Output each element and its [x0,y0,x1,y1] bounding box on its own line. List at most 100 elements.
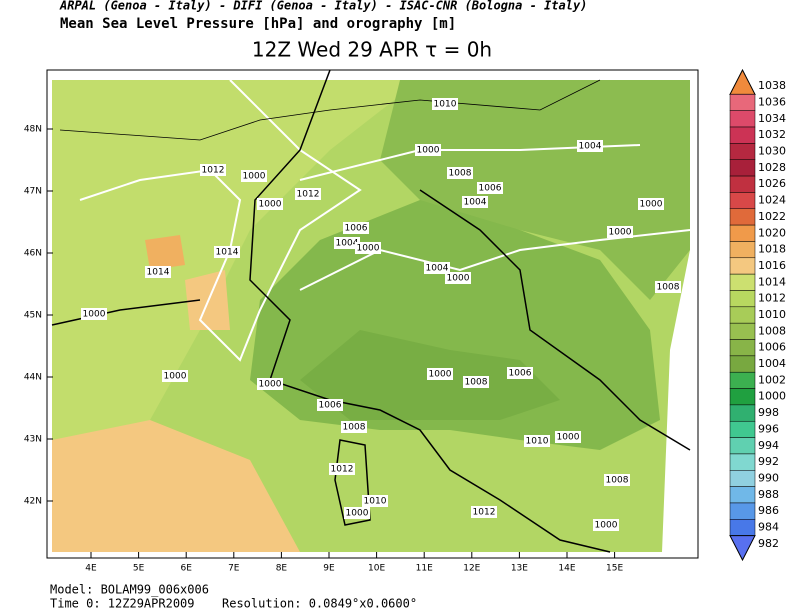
colorbar-swatch [729,208,756,226]
colorbar-swatch [729,322,756,340]
lon-label: 10E [368,564,385,574]
colorbar-label: 984 [758,520,779,533]
footer-resolution: Resolution: 0.0849°x0.0600° [222,597,417,611]
contour-label: 1000 [259,380,282,390]
colorbar-label: 1004 [758,357,786,370]
contour-label-box [577,140,603,152]
contour-label-box [362,495,388,507]
colorbar-label: 1016 [758,259,786,272]
contour-label-box [334,237,360,249]
contour-label-box [415,144,441,156]
colorbar-swatch [729,306,756,324]
colorbar-label: 1030 [758,145,786,158]
colorbar-label: 1014 [758,275,786,288]
colorbar-label: 1022 [758,210,786,223]
colorbar-label: 1012 [758,292,786,305]
lon-label: 7E [228,564,240,574]
contour-label: 1000 [164,372,187,382]
contour-label: 1014 [147,268,170,278]
lon-label: 11E [416,564,433,574]
contour-label: 1008 [449,169,472,179]
colorbar-label: 988 [758,488,779,501]
contour-label: 1012 [473,508,496,518]
contour-label-box [317,399,343,411]
lat-label: 42N [24,497,42,507]
lon-label: 5E [133,564,145,574]
contour-label-box [524,435,550,447]
contour-label: 1000 [447,274,470,284]
colorbar-swatch [729,94,756,111]
colorbar-swatch [729,519,756,536]
contour-label-box [344,507,370,519]
lat-label: 48N [24,125,42,135]
colorbar-swatch [729,192,756,210]
contour-label: 1008 [465,378,488,388]
lat-label: 46N [24,249,42,259]
contour-label: 1012 [331,465,354,475]
contour-label-box [81,308,107,320]
contour-label: 1000 [259,200,282,210]
contour-label: 1000 [609,228,632,238]
contour-label-box [462,196,488,208]
colorbar-label: 990 [758,471,779,484]
lon-label: 8E [276,564,288,574]
contour-label: 1014 [216,248,239,258]
contour-label: 1000 [595,521,618,531]
contour-label-box [432,98,458,110]
footer-model: Model: BOLAM99_006x006 [50,583,209,597]
contour-label: 1008 [657,283,680,293]
colorbar-swatch [729,470,756,487]
contour-label: 1000 [83,310,106,320]
lat-label: 44N [24,373,42,383]
header-title: Mean Sea Level Pressure [hPa] and orogra… [60,16,456,32]
contour-label: 1004 [464,198,487,208]
contour-label-box [200,164,226,176]
contour-label-box [257,198,283,210]
colorbar-label: 1034 [758,112,786,125]
colorbar-label: 1018 [758,243,786,256]
colorbar-swatch [729,143,756,160]
lon-label: 6E [180,564,192,574]
lon-label: 13E [511,564,528,574]
header-time: 12Z Wed 29 APR τ = 0h [252,38,492,62]
colorbar-swatch [729,241,756,259]
contour-label: 1006 [509,369,532,379]
contour-label: 1000 [557,433,580,443]
colorbar-label: 982 [758,537,779,550]
contour-label: 1006 [345,224,368,234]
lon-label: 12E [463,564,480,574]
contour-label-box [445,272,471,284]
contour-label: 1006 [479,184,502,194]
contour-label: 1010 [364,497,387,507]
lon-label: 9E [323,564,335,574]
contour-label-box [607,226,633,238]
colorbar-label: 1032 [758,128,786,141]
colorbar-swatch [729,371,756,389]
colorbar-swatch [729,486,756,504]
contour-label-box [257,378,283,390]
contour-label-box [593,519,619,531]
contour-label-box [145,266,171,278]
contour-label-box [463,376,489,388]
colorbar-swatch [729,110,756,128]
colorbar-label: 996 [758,422,779,435]
colorbar-label: 998 [758,406,779,419]
colorbar-swatch [729,355,756,373]
colorbar-label: 1008 [758,324,786,337]
contour-label-box [507,367,533,379]
colorbar-swatch [729,224,756,242]
contour-label: 1004 [579,142,602,152]
contour-label-box [343,222,369,234]
colorbar-label: 1002 [758,373,786,386]
colorbar-label: 1028 [758,161,786,174]
footer-time: Time 0: 12Z29APR2009 [50,597,195,611]
contour-label-box [329,463,355,475]
contour-label: 1004 [426,264,449,274]
contour-label-box [241,170,267,182]
colorbar-arrow [729,68,756,95]
colorbar-label: 1000 [758,390,786,403]
lon-label: 4E [85,564,97,574]
colorbar-swatch [729,159,756,177]
header-credits: ARPAL (Genoa - Italy) - DIFI (Genoa - It… [59,0,587,13]
